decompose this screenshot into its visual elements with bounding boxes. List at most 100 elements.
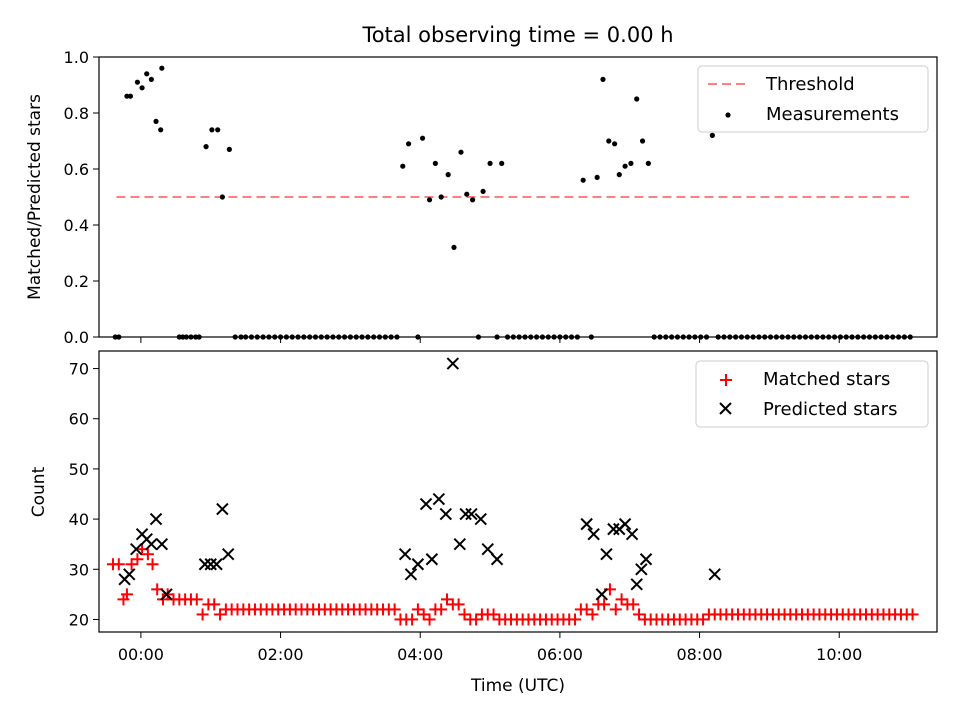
top-y-tick-label: 0.4 <box>64 216 89 235</box>
measurement-point <box>116 334 122 340</box>
legend-measurements-label: Measurements <box>766 104 899 125</box>
measurement-point <box>837 334 843 340</box>
top-y-tick-label: 0.6 <box>64 160 89 179</box>
measurement-point <box>568 334 575 340</box>
measurement-point <box>901 334 908 340</box>
measurement-point <box>861 334 867 340</box>
measurement-point <box>494 334 500 340</box>
predicted-star-marker <box>630 578 643 591</box>
predicted-marker-b <box>149 512 163 526</box>
predicted-marker-b <box>453 537 467 551</box>
predicted-marker-b <box>130 542 143 556</box>
legend-predicted-label: Predicted stars <box>763 399 897 420</box>
predicted-marker-b <box>618 517 632 531</box>
predicted-star-marker <box>481 542 494 556</box>
measurement-point <box>622 163 628 169</box>
matched-star-marker <box>214 608 227 621</box>
measurement-point <box>209 127 215 133</box>
measurement-point <box>814 334 820 340</box>
predicted-marker-b <box>216 502 229 516</box>
measurement-point <box>884 334 890 340</box>
measurement-point <box>219 194 225 200</box>
top-y-tick-label: 0.8 <box>64 104 89 123</box>
predicted-star-marker <box>490 553 504 566</box>
predicted-marker-b <box>446 357 460 370</box>
matched-star-marker <box>697 613 710 626</box>
measurement-point <box>464 191 470 197</box>
measurement-point <box>232 334 238 340</box>
predicted-marker-b <box>625 527 639 541</box>
measurement-point <box>134 79 141 85</box>
measurement-point <box>432 160 438 166</box>
measurement-point <box>785 334 791 340</box>
predicted-star-marker <box>198 558 212 571</box>
predicted-star-marker <box>459 507 472 521</box>
predicted-marker-b <box>465 507 478 521</box>
measurement-point <box>733 334 739 340</box>
legend-predicted-swatch <box>719 402 732 415</box>
measurement-point <box>767 334 774 340</box>
measurement-point <box>534 334 540 340</box>
measurement-point <box>628 160 634 166</box>
predicted-star-marker <box>398 548 412 561</box>
measurement-point <box>272 334 278 340</box>
measurement-point <box>890 334 896 340</box>
measurement-point <box>709 132 715 138</box>
measurement-point <box>419 135 426 141</box>
measurement-point <box>557 334 563 340</box>
predicted-star-marker <box>639 553 653 566</box>
predicted-marker-b <box>204 558 217 571</box>
measurement-point <box>266 334 272 340</box>
predicted-marker-b <box>398 548 412 561</box>
measurement-point <box>808 334 814 340</box>
bottom-x-tick-label: 02:00 <box>258 645 304 664</box>
legend-measurements-swatch <box>725 112 731 118</box>
measurement-point <box>703 334 710 340</box>
matched-star-marker <box>906 608 919 621</box>
matched-star-marker <box>615 593 628 606</box>
measurement-point <box>580 177 586 183</box>
top-y-axis-label: Matched/Predicted stars <box>25 94 45 300</box>
predicted-marker-b <box>198 558 212 571</box>
matched-star-marker <box>569 613 582 626</box>
measurement-point <box>341 334 348 340</box>
matched-star-marker <box>196 608 209 621</box>
predicted-marker-b <box>600 548 613 561</box>
measurement-point <box>756 334 762 340</box>
predicted-star-marker <box>130 542 143 556</box>
measurement-point <box>487 160 493 166</box>
matched-star-marker <box>141 548 154 561</box>
top-y-tick-label: 0.0 <box>64 328 89 347</box>
measurement-point <box>254 334 260 340</box>
bottom-plot-frame <box>98 350 938 633</box>
matched-star-marker <box>487 608 500 621</box>
matched-star-marker <box>627 598 640 611</box>
predicted-marker-b <box>411 558 425 571</box>
predicted-star-marker <box>625 527 639 541</box>
matched-star-marker <box>452 598 465 611</box>
bottom-x-tick-label: 00:00 <box>118 645 164 664</box>
predicted-marker-b <box>587 527 600 541</box>
predicted-marker-b <box>439 507 453 521</box>
predicted-marker-b <box>210 558 223 571</box>
measurement-point <box>196 334 202 340</box>
bottom-y-axis-label: Count <box>29 466 49 517</box>
predicted-marker-b <box>123 568 136 581</box>
matched-star-marker <box>417 608 430 621</box>
measurement-point <box>831 334 838 340</box>
predicted-star-marker <box>160 588 173 601</box>
measurement-point <box>336 334 342 340</box>
matched-star-marker <box>190 593 203 606</box>
matched-star-marker <box>435 603 448 616</box>
predicted-star-marker <box>607 522 620 536</box>
predicted-star-marker <box>474 512 487 526</box>
predicted-marker-b <box>160 588 173 601</box>
measurement-point <box>458 149 464 155</box>
measurement-point <box>616 172 622 178</box>
bottom-y-tick-label: 50 <box>69 460 89 479</box>
predicted-marker-b <box>490 553 504 566</box>
measurement-point <box>318 334 324 340</box>
measurement-point <box>144 71 150 77</box>
measurement-point <box>872 334 878 340</box>
